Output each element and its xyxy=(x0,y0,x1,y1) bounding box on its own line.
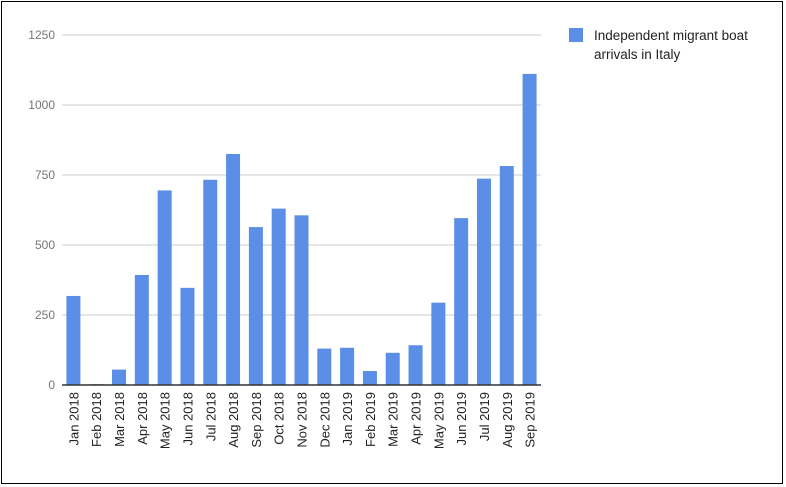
x-tick-label: Apr 2018 xyxy=(135,392,150,445)
bar xyxy=(431,302,446,385)
bar xyxy=(340,347,355,385)
y-tick-label: 0 xyxy=(48,378,55,392)
bar xyxy=(180,287,195,385)
x-tick-label: Jul 2018 xyxy=(203,392,218,441)
bar xyxy=(454,218,469,385)
x-tick-label: Dec 2018 xyxy=(317,392,332,448)
bar xyxy=(385,352,400,385)
x-tick-label: Jun 2018 xyxy=(180,392,195,446)
y-tick-label: 1000 xyxy=(28,98,55,112)
bar xyxy=(248,227,263,385)
bar xyxy=(362,371,377,385)
x-tick-label: Feb 2019 xyxy=(363,392,378,447)
bar xyxy=(499,166,514,385)
legend-label-line-1: Independent migrant boat xyxy=(594,28,748,43)
y-tick-label: 1250 xyxy=(28,28,55,42)
x-tick-label: Mar 2018 xyxy=(112,392,127,447)
x-tick-label: Apr 2019 xyxy=(409,392,424,445)
bar xyxy=(476,178,491,385)
x-tick-label: Mar 2019 xyxy=(386,392,401,447)
y-tick-label: 250 xyxy=(35,308,55,322)
legend-label-line-2: arrivals in Italy xyxy=(594,47,681,62)
x-tick-label: Aug 2018 xyxy=(226,392,241,448)
bar xyxy=(134,274,149,385)
bar xyxy=(203,179,218,385)
bar xyxy=(112,369,127,385)
y-tick-label: 500 xyxy=(35,238,55,252)
bar xyxy=(271,208,286,385)
bar xyxy=(522,73,537,386)
x-tick-label: May 2019 xyxy=(431,392,446,449)
x-tick-label: Jan 2018 xyxy=(66,392,81,446)
legend-swatch xyxy=(569,28,583,42)
bar xyxy=(408,345,423,385)
bar xyxy=(294,215,309,385)
y-tick-label: 750 xyxy=(35,168,55,182)
x-tick-label: Oct 2018 xyxy=(272,392,287,445)
x-tick-label: Aug 2019 xyxy=(500,392,515,448)
x-axis-ticks: Jan 2018 Feb 2018 Mar 2018 Apr 2018 May 2018… xyxy=(66,392,537,449)
x-tick-label: Jan 2019 xyxy=(340,392,355,446)
x-tick-label: May 2018 xyxy=(158,392,173,449)
bars xyxy=(66,73,537,386)
x-tick-label: Jun 2019 xyxy=(454,392,469,446)
x-tick-label: Jul 2019 xyxy=(477,392,492,441)
bar xyxy=(157,190,172,385)
bar xyxy=(66,295,81,385)
legend-label: Independent migrant boat arrivals in Ita… xyxy=(594,28,752,62)
x-tick-label: Sep 2018 xyxy=(249,392,264,448)
x-tick-label: Sep 2019 xyxy=(523,392,538,448)
x-tick-label: Feb 2018 xyxy=(89,392,104,447)
x-tick-label: Nov 2018 xyxy=(295,392,310,448)
bar xyxy=(317,348,332,385)
bar xyxy=(226,154,241,385)
y-axis-ticks: 0 250 500 750 1000 1250 xyxy=(28,28,55,392)
legend: Independent migrant boat arrivals in Ita… xyxy=(569,28,752,62)
